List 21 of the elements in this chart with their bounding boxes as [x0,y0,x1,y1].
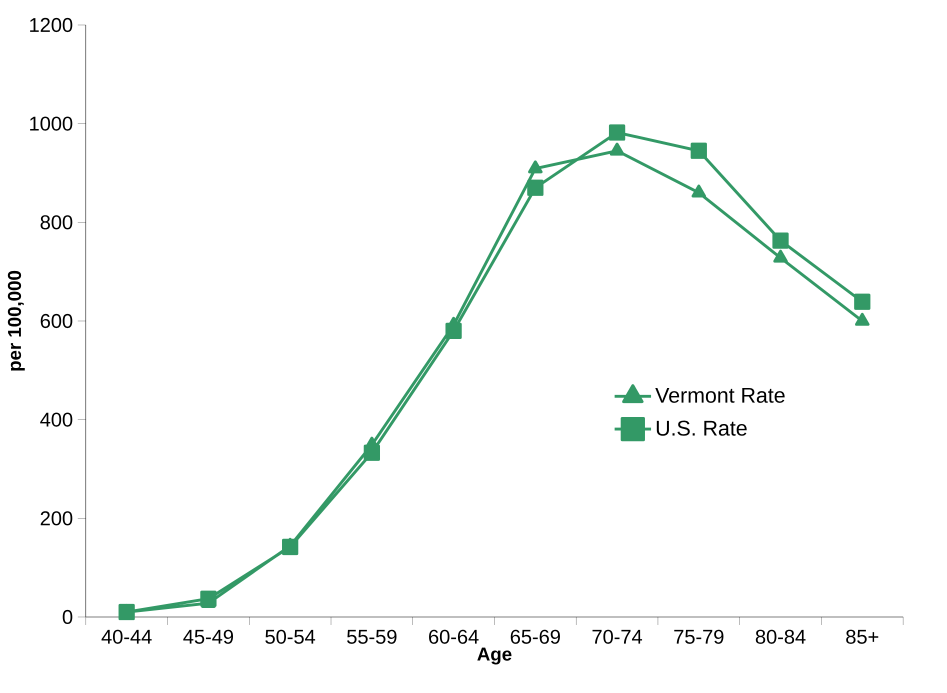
legend-label: Vermont Rate [655,388,785,403]
x-tick-label: 85+ [846,630,878,644]
y-axis-title: per 100,000 [8,270,25,371]
y-tick-label: 800 [40,215,72,230]
x-tick-label: 65-69 [510,630,560,644]
x-tick-label: 45-49 [183,630,234,644]
x-tick-label: 80-84 [756,630,806,644]
x-tick-label: 70-74 [592,630,642,644]
y-tick-label: 600 [40,314,72,328]
x-tick-label: 50-54 [265,630,316,644]
x-tick-label: 75-79 [674,630,724,644]
x-axis-title: Age [477,648,512,664]
y-tick-label: 1000 [30,116,72,131]
x-tick-label: 60-64 [429,630,479,644]
y-tick-label: 0 [62,610,72,624]
x-tick-label: 40-44 [102,630,152,644]
y-tick-label: 200 [40,511,72,526]
legend-label: U.S. Rate [656,420,747,436]
y-tick-label: 400 [40,412,72,427]
x-tick-label: 55-59 [347,630,396,644]
y-tick-label: 1200 [30,18,72,32]
